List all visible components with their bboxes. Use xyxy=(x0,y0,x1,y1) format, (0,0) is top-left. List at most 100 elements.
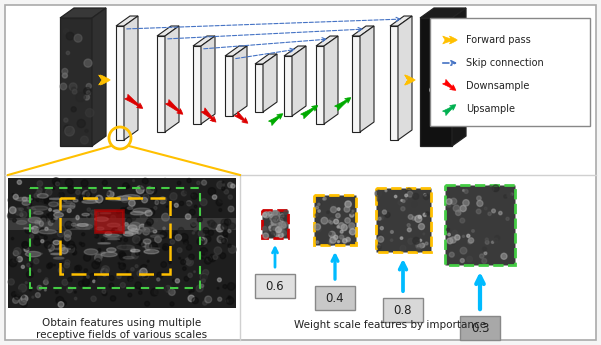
Circle shape xyxy=(26,271,33,278)
FancyBboxPatch shape xyxy=(315,286,355,310)
Circle shape xyxy=(109,283,114,288)
Circle shape xyxy=(165,196,171,202)
Circle shape xyxy=(150,229,157,236)
Circle shape xyxy=(19,284,26,292)
Circle shape xyxy=(229,223,236,229)
Circle shape xyxy=(19,244,25,249)
Circle shape xyxy=(64,263,70,268)
Circle shape xyxy=(207,256,212,261)
Circle shape xyxy=(168,261,171,264)
Ellipse shape xyxy=(103,234,119,237)
Circle shape xyxy=(52,239,57,244)
Circle shape xyxy=(94,258,99,263)
Circle shape xyxy=(102,258,105,262)
Circle shape xyxy=(62,68,68,74)
Circle shape xyxy=(174,231,178,235)
Circle shape xyxy=(49,292,52,296)
Circle shape xyxy=(62,279,68,285)
Circle shape xyxy=(141,185,144,187)
Ellipse shape xyxy=(128,225,137,231)
Polygon shape xyxy=(116,16,138,26)
Circle shape xyxy=(349,224,355,229)
Ellipse shape xyxy=(98,243,111,244)
Circle shape xyxy=(83,279,90,286)
Circle shape xyxy=(66,32,74,40)
Circle shape xyxy=(96,280,100,284)
Circle shape xyxy=(276,227,281,233)
Circle shape xyxy=(76,92,85,102)
Circle shape xyxy=(181,235,185,239)
Circle shape xyxy=(8,279,14,285)
Circle shape xyxy=(480,254,484,258)
Circle shape xyxy=(37,181,43,186)
Circle shape xyxy=(148,264,153,270)
Circle shape xyxy=(95,258,101,264)
Circle shape xyxy=(270,214,273,218)
Circle shape xyxy=(450,252,454,257)
Circle shape xyxy=(340,230,343,233)
Polygon shape xyxy=(390,16,412,26)
Ellipse shape xyxy=(100,213,111,214)
Circle shape xyxy=(157,272,163,278)
Circle shape xyxy=(282,224,286,228)
Circle shape xyxy=(142,228,150,235)
Circle shape xyxy=(147,229,151,233)
Circle shape xyxy=(423,213,427,217)
Circle shape xyxy=(499,211,502,215)
Circle shape xyxy=(417,244,421,248)
Circle shape xyxy=(321,217,328,224)
Circle shape xyxy=(450,237,456,243)
Circle shape xyxy=(482,258,487,263)
Circle shape xyxy=(477,209,481,214)
Polygon shape xyxy=(193,46,201,124)
Circle shape xyxy=(181,259,186,265)
Polygon shape xyxy=(284,46,306,56)
Circle shape xyxy=(170,302,174,306)
Circle shape xyxy=(228,246,236,253)
Circle shape xyxy=(119,253,126,260)
Circle shape xyxy=(463,200,469,206)
Circle shape xyxy=(485,238,488,241)
Circle shape xyxy=(154,249,159,253)
Circle shape xyxy=(205,296,212,303)
Circle shape xyxy=(53,192,59,198)
Circle shape xyxy=(57,245,63,250)
Circle shape xyxy=(48,221,53,226)
Circle shape xyxy=(424,194,426,196)
Circle shape xyxy=(196,285,203,292)
Circle shape xyxy=(228,183,233,188)
Circle shape xyxy=(65,221,73,229)
Circle shape xyxy=(418,224,424,229)
Circle shape xyxy=(155,219,157,222)
Circle shape xyxy=(84,275,85,277)
Ellipse shape xyxy=(72,223,76,226)
Circle shape xyxy=(225,236,227,238)
Circle shape xyxy=(73,253,75,255)
Circle shape xyxy=(216,288,223,296)
Ellipse shape xyxy=(55,248,71,250)
Circle shape xyxy=(315,214,318,216)
Circle shape xyxy=(118,263,120,264)
Circle shape xyxy=(183,240,189,245)
Circle shape xyxy=(142,273,148,279)
Circle shape xyxy=(169,289,175,295)
Circle shape xyxy=(117,237,122,241)
Polygon shape xyxy=(316,46,324,124)
Circle shape xyxy=(201,238,204,240)
Circle shape xyxy=(154,289,160,295)
Circle shape xyxy=(65,260,70,265)
Circle shape xyxy=(492,209,495,213)
Circle shape xyxy=(10,242,13,245)
Circle shape xyxy=(201,297,204,300)
Circle shape xyxy=(401,207,405,211)
Text: Forward pass: Forward pass xyxy=(466,35,531,45)
Circle shape xyxy=(56,296,64,304)
Circle shape xyxy=(223,231,228,236)
Ellipse shape xyxy=(129,229,136,235)
Circle shape xyxy=(63,73,67,78)
Ellipse shape xyxy=(141,227,155,232)
Circle shape xyxy=(47,214,49,216)
Text: Weight scale features by importance: Weight scale features by importance xyxy=(294,320,486,330)
Circle shape xyxy=(224,189,228,194)
Circle shape xyxy=(460,247,467,254)
